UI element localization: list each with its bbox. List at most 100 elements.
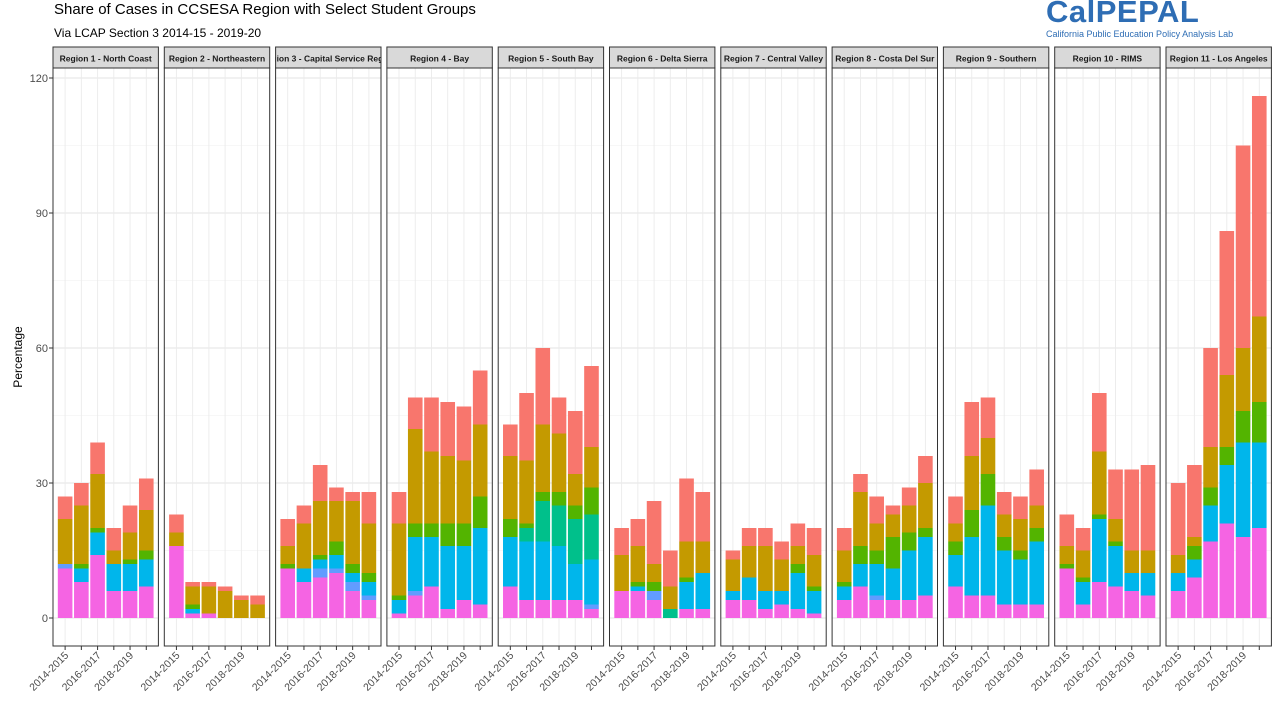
bar-segment — [948, 496, 963, 524]
panel: Region 2 - Northeastern2014-20152016-201… — [139, 46, 271, 694]
panel: Region 9 - Southern2014-20152016-2017201… — [918, 46, 1050, 694]
bar-segment — [472, 370, 488, 425]
bar-segment — [138, 550, 154, 560]
bar-segment — [1251, 96, 1267, 317]
bar-segment — [345, 492, 360, 501]
bar-segment — [679, 577, 694, 582]
bar-segment — [790, 609, 806, 618]
bar-segment — [663, 609, 678, 618]
bar-segment — [630, 519, 646, 546]
bar-segment — [885, 537, 901, 569]
bar-segment — [630, 591, 646, 618]
bar-segment — [901, 532, 917, 551]
bar-segment — [964, 510, 980, 537]
bar-segment — [918, 483, 933, 528]
bar-segment — [1140, 465, 1156, 551]
panel-strip — [497, 46, 605, 69]
bar-segment — [90, 442, 105, 474]
bar-segment — [996, 492, 1012, 515]
brand-logo: CalPEPAL California Public Education Pol… — [1044, 0, 1264, 42]
bar-segment — [996, 514, 1012, 537]
bar-segment — [948, 586, 963, 618]
bar-segment — [217, 586, 233, 591]
bar-segment — [1219, 465, 1235, 524]
bar-segment — [630, 586, 646, 591]
bar-segment — [217, 591, 233, 618]
bar-segment — [312, 559, 328, 569]
bar-segment — [169, 532, 184, 546]
bar-segment — [1187, 546, 1202, 560]
panel-strip-label: Region 6 - Delta Sierra — [617, 54, 708, 64]
bar-segment — [440, 609, 456, 618]
bar-segment — [472, 496, 488, 528]
bar-segment — [234, 600, 249, 618]
bar-segment — [1251, 402, 1267, 443]
bar-segment — [774, 604, 789, 618]
bar-segment — [503, 519, 518, 537]
bar-segment — [535, 541, 551, 600]
bar-segment — [1187, 537, 1202, 546]
bar-segment — [122, 559, 138, 564]
bar-segment — [725, 600, 741, 618]
bar-segment — [901, 487, 917, 506]
bar-segment — [584, 559, 599, 605]
bar-segment — [741, 528, 757, 546]
bar-segment — [407, 591, 423, 596]
bar-segment — [918, 537, 933, 596]
bar-segment — [1029, 604, 1044, 618]
bar-segment — [1124, 591, 1140, 618]
bar-segment — [122, 532, 138, 560]
bar-segment — [695, 492, 711, 542]
bar-segment — [584, 609, 599, 618]
bar-segment — [535, 348, 551, 425]
bar-segment — [1203, 487, 1218, 506]
bar-segment — [440, 456, 456, 524]
bar-segment — [741, 546, 757, 578]
bar-segment — [440, 523, 456, 546]
bar-segment — [361, 582, 377, 596]
bar-segment — [74, 582, 89, 618]
bar-segment — [250, 595, 265, 605]
bar-segment — [646, 564, 662, 582]
chart-subtitle: Via LCAP Section 3 2014-15 - 2019-20 — [54, 26, 262, 40]
bar-segment — [1170, 573, 1186, 591]
bar-segment — [996, 537, 1012, 551]
bar-segment — [90, 528, 105, 533]
bar-segment — [836, 586, 852, 600]
panel-strip — [163, 46, 271, 69]
panel: Region 4 - Bay2014-20152016-20172018-201… — [361, 46, 493, 694]
bar-segment — [551, 505, 567, 546]
bar-segment — [918, 528, 933, 537]
bar-segment — [535, 501, 551, 542]
bar-segment — [345, 573, 360, 582]
bar-segment — [312, 555, 328, 560]
bar-segment — [1235, 348, 1251, 411]
bar-segment — [312, 577, 328, 618]
panel: Region 5 - South Bay2014-20152016-201720… — [472, 46, 605, 694]
bar-segment — [519, 460, 534, 524]
bar-segment — [1203, 505, 1218, 542]
bar-segment — [790, 546, 806, 564]
bar-segment — [345, 591, 360, 618]
bar-segment — [790, 564, 806, 573]
bar-segment — [391, 492, 407, 524]
bar-segment — [1251, 442, 1267, 528]
bar-segment — [280, 546, 296, 564]
bar-segment — [1170, 591, 1186, 618]
bar-segment — [280, 568, 296, 618]
bar-segment — [296, 582, 312, 618]
bar-segment — [1235, 537, 1251, 618]
bar-segment — [853, 474, 868, 492]
bar-segment — [806, 591, 822, 614]
bar-segment — [503, 456, 518, 519]
bar-segment — [1091, 393, 1107, 452]
bar-segment — [980, 438, 996, 474]
bar-segment — [1029, 541, 1044, 605]
bar-segment — [74, 568, 89, 582]
bar-segment — [584, 447, 599, 488]
bar-segment — [122, 591, 138, 618]
bar-segment — [901, 505, 917, 533]
bar-segment — [535, 600, 551, 618]
bar-segment — [519, 528, 534, 542]
